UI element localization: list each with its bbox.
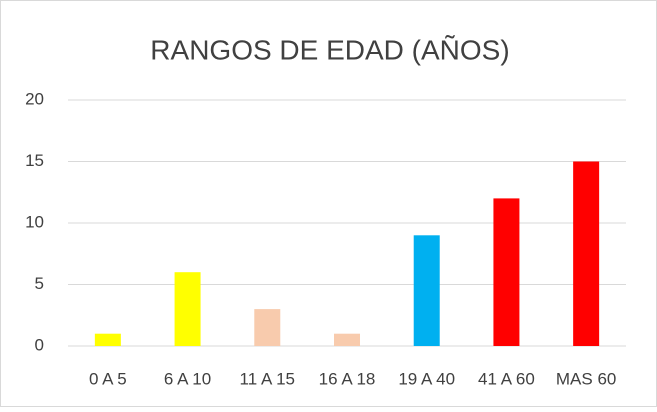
x-tick-label: 41 A 60: [478, 369, 535, 388]
bar: [334, 333, 360, 346]
y-tick-label: 10: [25, 212, 44, 231]
y-tick-label: 15: [25, 151, 44, 170]
bar: [413, 235, 440, 346]
x-tick-label: 0 A 5: [89, 369, 127, 388]
bar: [254, 309, 281, 346]
bar: [493, 198, 520, 346]
chart-title: RANGOS DE EDAD (AÑOS): [150, 34, 509, 65]
x-tick-label: 16 A 18: [319, 369, 376, 388]
bar: [94, 333, 121, 346]
bar: [573, 161, 600, 346]
y-tick-label: 5: [35, 274, 44, 293]
bar: [174, 272, 201, 346]
y-tick-label: 0: [35, 335, 44, 354]
x-tick-label: 6 A 10: [164, 369, 211, 388]
x-tick-label: 11 A 15: [240, 369, 295, 388]
x-tick-label: MAS 60: [556, 369, 616, 388]
y-tick-label: 20: [25, 89, 44, 108]
x-tick-label: 19 A 40: [398, 369, 455, 388]
